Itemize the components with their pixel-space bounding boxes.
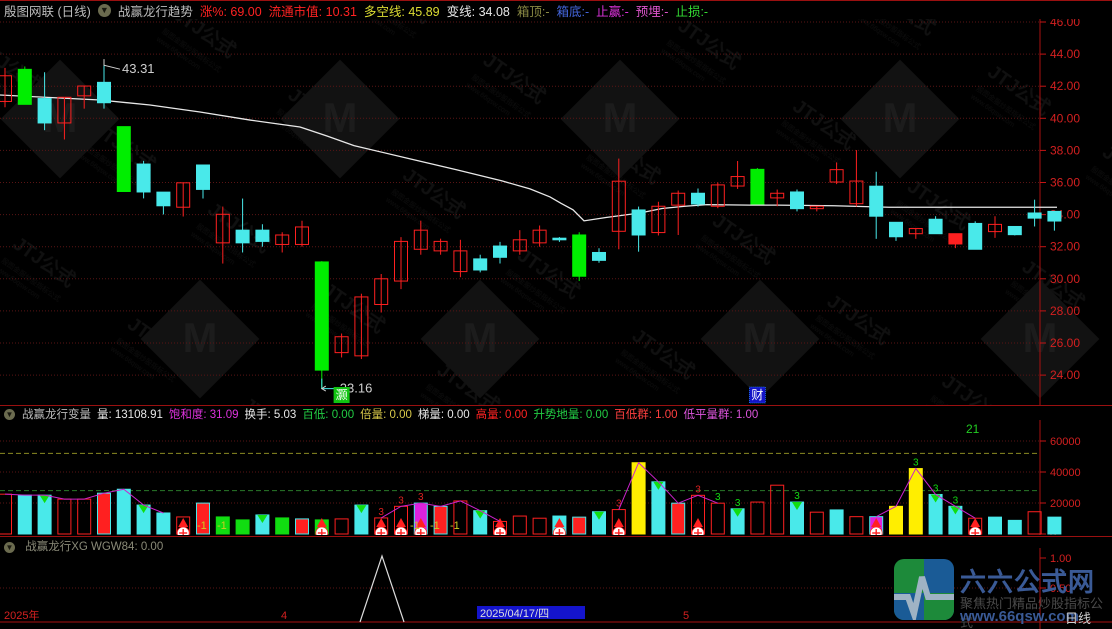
svg-text:灏: 灏 — [336, 387, 348, 402]
svg-text:-1: -1 — [430, 520, 440, 532]
svg-text:M: M — [463, 314, 498, 361]
svg-text:3: 3 — [735, 498, 741, 509]
svg-text:-1: -1 — [197, 520, 207, 532]
svg-text:M: M — [743, 314, 778, 361]
svg-text:40.00: 40.00 — [1050, 111, 1080, 125]
svg-text:-1: -1 — [410, 520, 420, 532]
svg-text:4: 4 — [281, 610, 287, 622]
svg-text:60000: 60000 — [1050, 436, 1081, 448]
svg-text:44.00: 44.00 — [1050, 47, 1080, 61]
svg-text:46.00: 46.00 — [1050, 19, 1080, 29]
svg-text:36.00: 36.00 — [1050, 176, 1080, 190]
svg-text:5: 5 — [683, 610, 689, 622]
svg-text:M: M — [603, 94, 638, 141]
svg-text:24.00: 24.00 — [1050, 368, 1080, 382]
svg-text:3: 3 — [398, 495, 404, 506]
svg-text:M: M — [323, 94, 358, 141]
svg-text:-1: -1 — [450, 520, 460, 532]
svg-text:21: 21 — [966, 422, 980, 436]
svg-text:30.00: 30.00 — [1050, 272, 1080, 286]
svg-text:2025/04/17/四: 2025/04/17/四 — [480, 608, 549, 620]
svg-text:28.00: 28.00 — [1050, 304, 1080, 318]
svg-text:40000: 40000 — [1050, 467, 1081, 479]
svg-text:32.00: 32.00 — [1050, 240, 1080, 254]
svg-text:M: M — [883, 94, 918, 141]
svg-text:-1: -1 — [217, 520, 227, 532]
svg-text:3: 3 — [695, 484, 701, 495]
svg-text:20000: 20000 — [1050, 498, 1081, 510]
svg-text:43.31: 43.31 — [122, 61, 155, 76]
svg-text:3: 3 — [913, 458, 919, 469]
svg-text:38.00: 38.00 — [1050, 143, 1080, 157]
svg-text:26.00: 26.00 — [1050, 336, 1080, 350]
svg-text:M: M — [183, 314, 218, 361]
svg-text:3: 3 — [794, 491, 800, 502]
svg-text:2025年: 2025年 — [4, 608, 39, 622]
svg-text:3: 3 — [715, 492, 721, 503]
svg-text:财: 财 — [751, 388, 763, 402]
svg-text:3: 3 — [418, 492, 424, 503]
svg-text:42.00: 42.00 — [1050, 79, 1080, 93]
